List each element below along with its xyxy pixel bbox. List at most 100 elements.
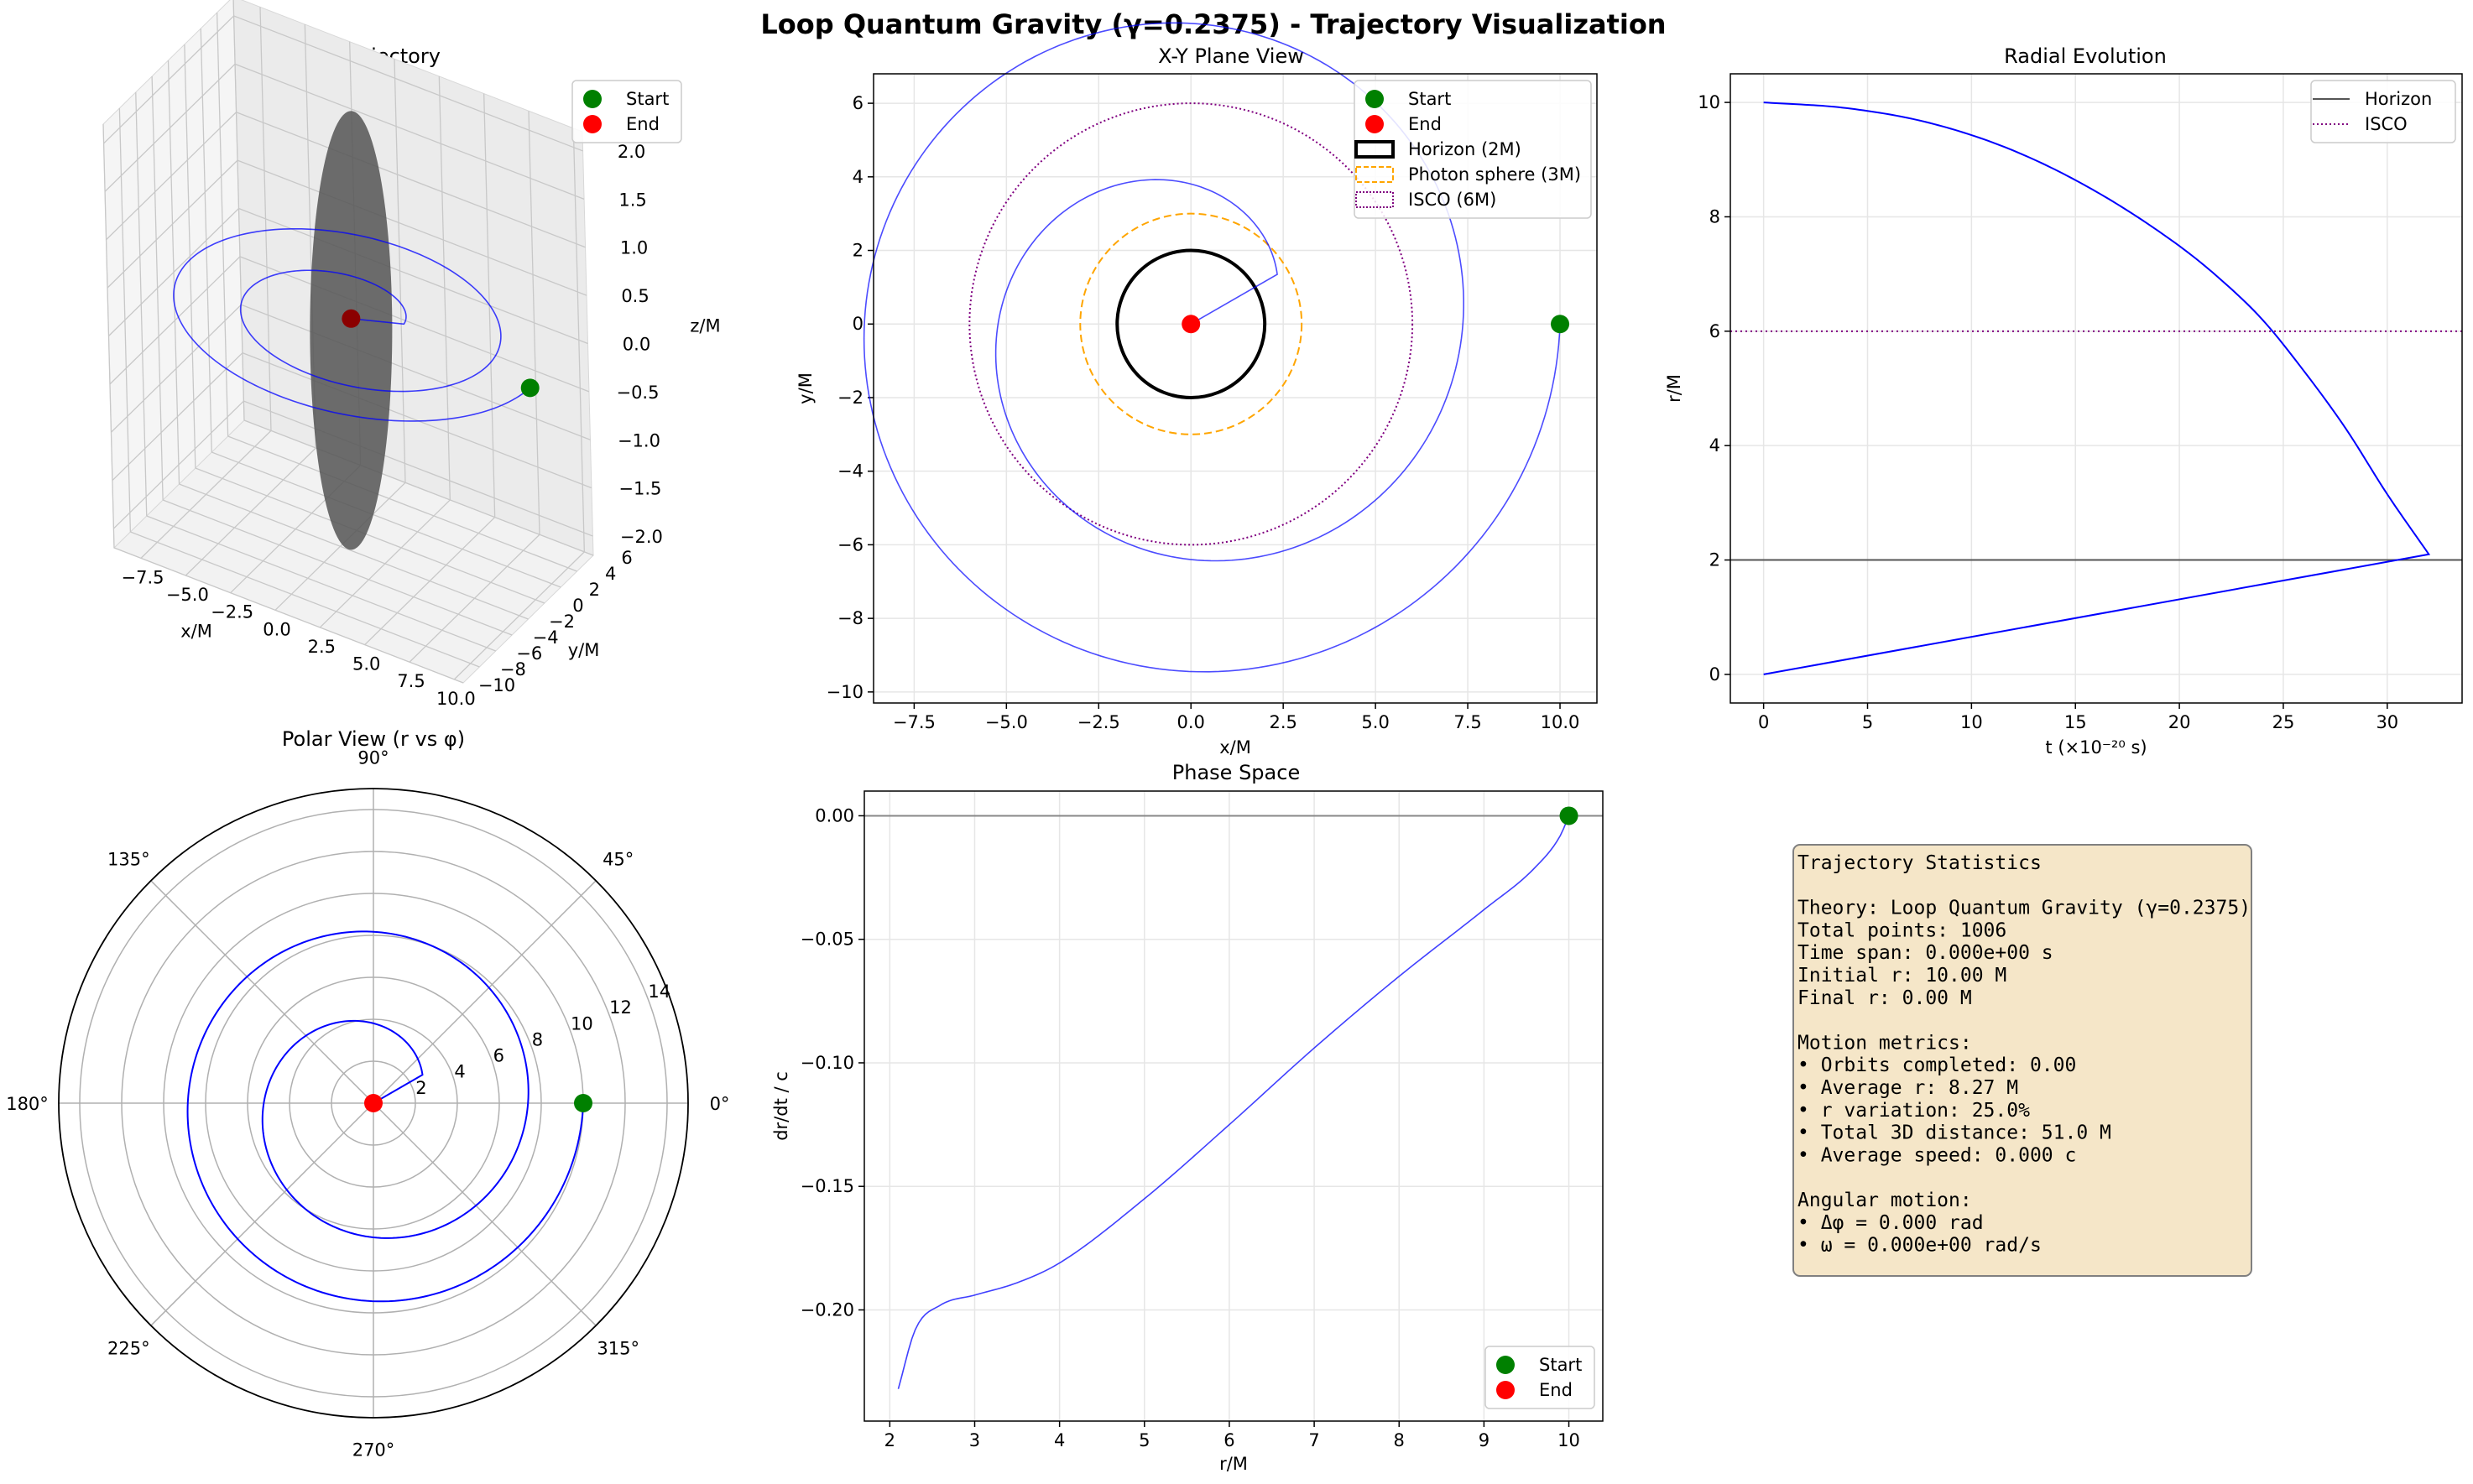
phase-x-tick-label: 8 (1394, 1430, 1405, 1450)
3d-y-tick-label: 0 (572, 596, 583, 616)
3d-gridline (195, 467, 545, 604)
xy-x-tick-label: −2.5 (1077, 712, 1120, 732)
3d-gridline (104, 63, 236, 192)
radial-y-tick-label: 8 (1709, 206, 1720, 227)
radial-y-tick-label: 6 (1709, 321, 1720, 341)
xy-trajectory-line (863, 22, 1561, 673)
3d-z-tick-label: −2.0 (620, 527, 663, 547)
3d-legend-start-marker (583, 90, 602, 108)
polar-grid-spoke (150, 880, 374, 1104)
polar-grid-spoke (373, 1102, 597, 1326)
stats-line (1797, 1167, 1809, 1189)
phase-y-tick-label: −0.15 (801, 1176, 854, 1196)
xy-x-tick-label: 10.0 (1541, 712, 1580, 732)
3d-y-tick-label: 6 (621, 548, 632, 568)
3d-gridline (109, 256, 241, 385)
3d-gridline (162, 499, 513, 636)
3d-z-tick-label: −1.5 (618, 479, 661, 499)
phase-x-tick-label: 9 (1479, 1430, 1490, 1450)
3d-x-tick-label: 2.5 (308, 637, 336, 657)
xy-circle-horizon (1115, 248, 1267, 399)
radial-frame (1730, 73, 2463, 704)
panel-xy-plane: −7.5 −5.0 −2.5 0.0 2.5 5.0 7.5 10.0 −10 −8 −6 −4 −2 0… (796, 22, 1598, 758)
xy-legend-photon-sphere-marker (1355, 166, 1394, 183)
3d-gridline (103, 15, 235, 144)
xy-legend-end-label: End (1408, 114, 1442, 134)
xy-y-tick-label: 2 (853, 241, 863, 261)
3d-z-tick-label: −0.5 (616, 383, 659, 403)
radial-x-tick-label: 10 (1960, 712, 1983, 732)
3d-z-tick-label: 1.0 (620, 238, 648, 258)
polar-radius-label: 8 (532, 1029, 543, 1049)
xy-legend-start-marker (1365, 90, 1384, 108)
radial-legend-horizon-label: Horizon (2365, 89, 2432, 109)
phase-frame (863, 790, 1604, 1422)
polar-radius-label: 2 (415, 1078, 426, 1098)
polar-radius-label: 4 (454, 1062, 465, 1082)
xy-y-tick-label: 4 (853, 167, 863, 187)
3d-z-tick-label: 0.0 (623, 335, 650, 355)
3d-gridline (211, 451, 561, 588)
xy-y-tick-label: −8 (837, 608, 863, 628)
radial-x-tick-label: 0 (1758, 712, 1769, 732)
3d-legend-start-label: Start (626, 89, 669, 109)
3d-x-tick-label: 5.0 (352, 654, 380, 674)
3d-y-tick-label: 4 (605, 564, 616, 584)
xy-legend-isco-label: ISCO (6M) (1408, 190, 1496, 210)
panel-title-radial: Radial Evolution (2004, 44, 2167, 68)
stats-line: Time span: 0.000e+00 s (1797, 942, 2053, 964)
3d-z-tick-label: 1.5 (618, 190, 646, 210)
radial-x-tick-label: 15 (2064, 712, 2087, 732)
phase-x-tick-label: 7 (1308, 1430, 1319, 1450)
3d-y-tick-label: −4 (533, 627, 559, 648)
xy-y-tick-label: 0 (853, 314, 863, 334)
radial-x-tick-label: 5 (1862, 712, 1873, 732)
phase-y-tick-label: −0.10 (801, 1053, 854, 1073)
3d-y-tick-label: −2 (549, 612, 575, 632)
polar-angle-label: 225° (107, 1339, 150, 1359)
xy-x-tick-label: 5.0 (1361, 712, 1389, 732)
phase-legend-start-label: Start (1539, 1355, 1582, 1375)
xy-y-tick-label: −2 (837, 388, 863, 408)
phase-x-tick-label: 2 (884, 1430, 895, 1450)
stats-line: • Average speed: 0.000 c (1797, 1144, 2076, 1166)
radial-r-vs-t-line (1763, 102, 2431, 675)
3d-gridline (112, 352, 243, 482)
3d-gridline (146, 515, 496, 652)
3d-y-tick-label: −6 (516, 643, 542, 664)
stats-text: Trajectory Statistics Theory: Loop Quant… (1797, 852, 2251, 1257)
stats-panel: Trajectory Statistics Theory: Loop Quant… (1792, 844, 2252, 1277)
phase-x-tick-label: 3 (969, 1430, 980, 1450)
xy-circle-photon-sphere (1079, 212, 1303, 435)
stats-line: • Total 3D distance: 51.0 M (1797, 1122, 2111, 1144)
3d-gridline (112, 400, 244, 529)
phase-x-tick-label: 6 (1223, 1430, 1234, 1450)
3d-x-axis-label: x/M (180, 622, 212, 642)
radial-x-tick-label: 25 (2272, 712, 2295, 732)
polar-angle-label: 90° (357, 748, 389, 768)
3d-gridline (238, 207, 588, 345)
polar-radius-label: 10 (571, 1013, 593, 1034)
polar-radius-label: 14 (648, 982, 670, 1002)
radial-y-axis-label: r/M (1664, 374, 1684, 403)
stats-line: • r variation: 25.0% (1797, 1100, 2030, 1122)
3d-gridline (107, 159, 238, 289)
polar-angle-label: 135° (107, 849, 150, 869)
3d-gridline (110, 304, 242, 433)
phase-y-tick-label: −0.20 (801, 1299, 854, 1320)
stats-line (1797, 875, 1809, 897)
phase-start-marker (1559, 806, 1578, 825)
phase-curve (897, 820, 1568, 1389)
xy-legend-start-label: Start (1408, 89, 1451, 109)
xy-legend-isco-marker (1355, 191, 1394, 208)
panel-polar-view: 0° 45° 90° 135° 180° 225° 270° 315° 2 4 6 8 10 12 14 (6, 748, 729, 1461)
stats-line: • ω = 0.000e+00 rad/s (1797, 1235, 2042, 1257)
radial-plot-area (1730, 74, 2462, 703)
stats-line: Theory: Loop Quantum Gravity (γ=0.2375) (1797, 898, 2251, 919)
3d-y-tick-label: −8 (500, 659, 526, 680)
3d-x-tick-label: 0.0 (263, 619, 290, 639)
polar-grid-spoke (373, 880, 597, 1104)
panel-title-phase: Phase Space (1172, 761, 1300, 784)
3d-gridline (241, 304, 591, 440)
